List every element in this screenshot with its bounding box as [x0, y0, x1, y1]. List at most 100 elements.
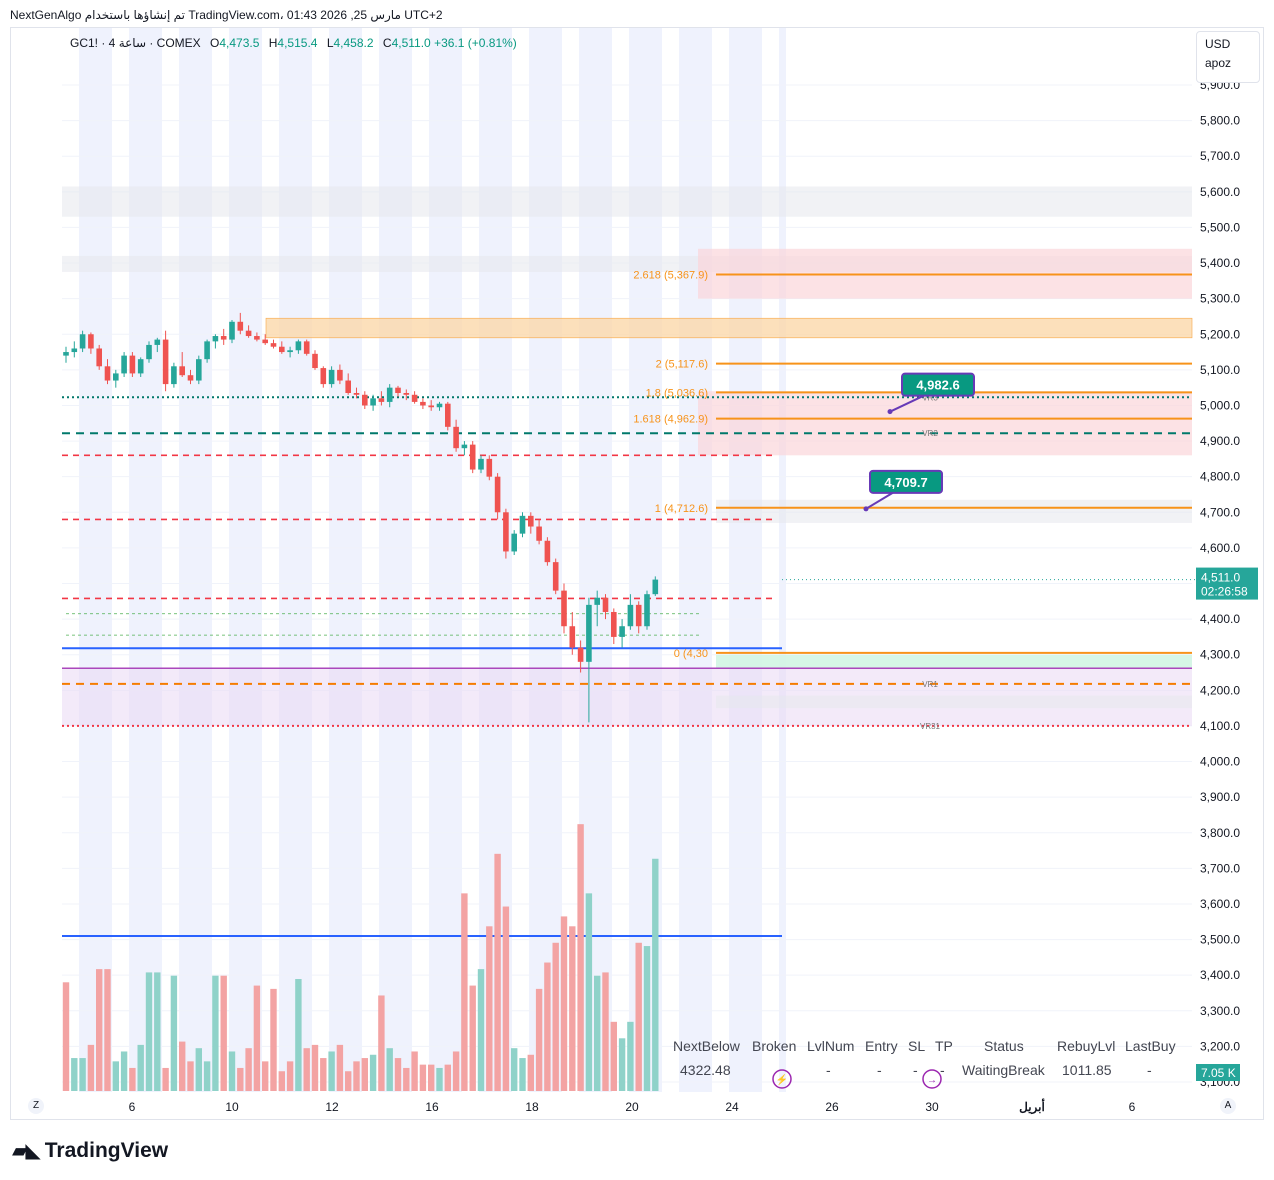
y-tick-label: 4,300.0 — [1200, 648, 1240, 662]
volume-bar — [618, 1038, 626, 1091]
table-header-lastbuy: LastBuy — [1125, 1038, 1176, 1054]
volume-bar — [585, 893, 593, 1091]
candle-body — [113, 373, 119, 381]
fib-label: 2 (5,117.6) — [656, 359, 708, 371]
callout-label: 4,982.6 — [916, 378, 959, 393]
table-header-status: Status — [984, 1038, 1024, 1054]
fib-label: 1 (4,712.6) — [655, 503, 708, 515]
volume-bar — [610, 1021, 617, 1091]
x-tick-label: 26 — [825, 1100, 839, 1114]
volume-bar — [627, 1021, 634, 1091]
y-tick-label: 4,600.0 — [1200, 541, 1240, 555]
volume-bar — [311, 1044, 319, 1091]
candle-body — [162, 339, 169, 385]
volume-bar — [87, 1044, 95, 1091]
candle-body — [627, 604, 634, 627]
x-tick-label: 10 — [225, 1100, 239, 1114]
table-header-rebuylvl: RebuyLvl — [1057, 1038, 1116, 1054]
candle-body — [362, 394, 368, 406]
zone-pink — [698, 391, 1192, 456]
candle-body — [79, 334, 86, 349]
table-value-nextbelow: 4322.48 — [680, 1062, 731, 1078]
x-tick-label: 16 — [425, 1100, 439, 1114]
auto-scale-button[interactable]: A — [1220, 1098, 1236, 1114]
y-tick-label: 5,400.0 — [1200, 256, 1240, 270]
candle-body — [395, 387, 401, 394]
volume-bar — [602, 972, 609, 1091]
volume-bar — [411, 1051, 418, 1091]
candle-body — [262, 339, 268, 344]
volume-bar — [62, 982, 70, 1091]
y-tick-label: 5,000.0 — [1200, 398, 1240, 412]
candle-body — [279, 346, 285, 353]
candle-body — [503, 512, 509, 552]
candle-body — [254, 336, 260, 340]
candle-body — [461, 444, 468, 449]
candle-body — [469, 444, 476, 470]
candle-body — [494, 476, 501, 513]
candle-body — [204, 341, 210, 360]
volume-bar — [511, 1048, 518, 1091]
y-tick-label: 4,800.0 — [1200, 470, 1240, 484]
callout-badge — [869, 469, 943, 494]
fib-label: 2.618 (5,367.9) — [633, 269, 708, 281]
candle-body — [569, 626, 576, 648]
volume-bar — [203, 1061, 211, 1091]
x-tick-label: أبريل — [1019, 1099, 1045, 1115]
close-key: C — [382, 36, 392, 50]
candle-body — [445, 403, 451, 427]
table-header-tp: TP — [935, 1038, 953, 1054]
candle-body — [104, 366, 111, 381]
candle-body — [486, 458, 493, 477]
x-tick-label: 18 — [525, 1100, 539, 1114]
open-value: 4,473.5 — [219, 36, 260, 50]
x-tick-label: 24 — [725, 1100, 739, 1114]
volume-bar — [195, 1048, 202, 1091]
y-tick-label: 5,200.0 — [1200, 327, 1240, 341]
candle-body — [337, 369, 343, 381]
status-icon — [922, 1069, 942, 1089]
countdown-label: 02:26:58 — [1201, 585, 1248, 599]
table-value-entry: - — [877, 1062, 882, 1078]
volume-bar — [461, 893, 468, 1091]
current-price-label: 4,511.0 — [1201, 571, 1240, 585]
volume-bar — [187, 1061, 194, 1091]
high-value: 4,515.4 — [277, 36, 318, 50]
candle-body — [353, 393, 360, 395]
volume-bar — [212, 975, 219, 1091]
candle-body — [237, 321, 244, 331]
candle-body — [137, 359, 144, 374]
y-tick-label: 4,000.0 — [1200, 755, 1240, 769]
candle-body — [229, 321, 235, 340]
y-tick-label: 3,200.0 — [1200, 1039, 1240, 1053]
candle-body — [187, 375, 194, 381]
volume-bar — [154, 972, 161, 1091]
volume-bar — [286, 1061, 294, 1091]
table-header-broken: Broken — [752, 1038, 797, 1054]
bolt-icon: ⚡ — [776, 1073, 788, 1086]
candle-body — [88, 334, 94, 349]
volume-bar — [253, 985, 261, 1091]
volume-bar — [544, 962, 551, 1091]
fib-label: 1.618 (4,962.9) — [633, 414, 708, 426]
callout-badge — [901, 372, 975, 397]
currency-selector[interactable]: USD apoz — [1196, 31, 1260, 83]
zoom-reset-button[interactable]: Z — [28, 1098, 44, 1114]
y-tick-label: 3,300.0 — [1200, 1004, 1240, 1018]
y-tick-label: 4,100.0 — [1200, 719, 1240, 733]
candle-body — [536, 526, 542, 541]
volume-tag — [1196, 1064, 1240, 1081]
candle-body — [212, 336, 219, 342]
y-tick-label: 4,900.0 — [1200, 434, 1240, 448]
table-header-entry: Entry — [865, 1038, 898, 1054]
candle-body — [245, 330, 252, 337]
volume-bar — [643, 946, 651, 1091]
y-tick-label: 5,600.0 — [1200, 185, 1240, 199]
unit-label: apoz — [1205, 56, 1232, 70]
line-tag: VR3 — [922, 394, 938, 403]
zone-gray — [716, 695, 1192, 709]
candle-body — [312, 353, 318, 369]
symbol-label[interactable]: GC1! · 4 ساعة · COMEX — [70, 36, 201, 50]
candle-body — [594, 597, 600, 605]
